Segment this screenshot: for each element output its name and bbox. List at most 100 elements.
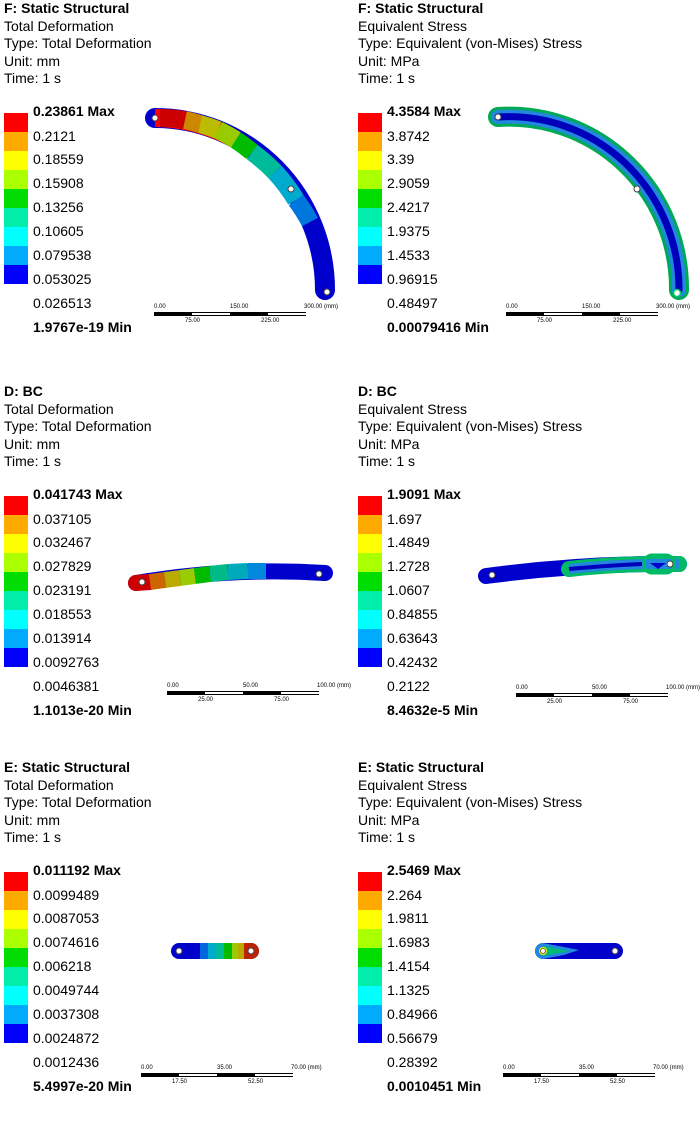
color-legend	[358, 496, 382, 667]
legend-swatch	[358, 170, 382, 189]
panel-unit: Unit: MPa	[358, 52, 420, 69]
legend-swatch	[4, 948, 28, 967]
legend-swatch	[4, 227, 28, 246]
legend-swatch	[358, 872, 382, 891]
legend-swatch	[4, 170, 28, 189]
scale-tick-label: 75.00	[623, 699, 639, 705]
legend-swatch	[358, 986, 382, 1005]
panel-unit: Unit: MPa	[358, 435, 420, 452]
panel-type: Type: Equivalent (von-Mises) Stress	[358, 418, 583, 434]
panel-title: D: BC	[4, 383, 43, 399]
legend-swatch	[4, 1024, 28, 1043]
scale-bar: 0.00 150.00 300.00 (mm) 75.00 225.00	[154, 304, 338, 338]
legend-value-label: 0.0037308	[33, 1006, 100, 1022]
legend-value-label: 0.0012436	[33, 1054, 100, 1070]
legend-swatch	[4, 986, 28, 1005]
scale-tick-label: 75.00	[274, 697, 290, 703]
legend-swatch	[358, 151, 382, 170]
scale-tick-label: 75.00	[185, 318, 201, 324]
scale-tick-label: 0.00	[167, 683, 179, 689]
legend-swatch	[358, 189, 382, 208]
legend-value-label: 2.264	[387, 887, 423, 903]
legend-value-label: 0.0092763	[33, 654, 100, 670]
scale-tick-label: 100.00 (mm)	[317, 683, 352, 689]
panel-subtitle: Equivalent Stress	[358, 776, 467, 793]
legend-swatch	[4, 189, 28, 208]
panel-unit: Unit: mm	[4, 52, 60, 69]
scale-segment	[141, 1073, 179, 1077]
legend-swatch	[4, 265, 28, 284]
legend-swatch	[4, 515, 28, 534]
scale-tick-label: 300.00 (mm)	[304, 304, 339, 310]
panel-d-total-deformation: D: BC Total Deformation Type: Total Defo…	[0, 383, 351, 745]
legend-value-label: 0.018553	[33, 606, 92, 622]
scale-tick-label: 150.00	[582, 304, 601, 310]
legend-value-label: 3.39	[387, 151, 415, 167]
legend-swatch	[358, 496, 382, 515]
color-legend	[358, 872, 382, 1043]
legend-value-label: 2.4217	[387, 199, 430, 215]
model-geometry	[535, 943, 623, 959]
short-link-stress	[535, 943, 623, 959]
panel-time: Time: 1 s	[4, 70, 62, 86]
legend-value-label: 0.027829	[33, 558, 92, 574]
panel-subtitle: Total Deformation	[4, 17, 114, 34]
panel-type: Type: Total Deformation	[4, 35, 152, 51]
panel-time: Time: 1 s	[358, 829, 416, 845]
legend-value-label: 0.15908	[33, 175, 84, 191]
scale-segment	[544, 312, 582, 316]
legend-swatch	[358, 572, 382, 591]
legend-value-label: 1.697	[387, 511, 423, 527]
scale-tick-label: 52.50	[610, 1079, 626, 1085]
panel-f-total-deformation: F: Static Structural Total Deformation T…	[0, 0, 345, 362]
panel-unit: Unit: mm	[4, 435, 60, 452]
legend-swatch	[358, 246, 382, 265]
legend-value-label: 0.0049744	[33, 982, 100, 998]
legend-min-label: 1.1013e-20 Min	[33, 702, 132, 718]
legend-value-label: 0.2121	[33, 128, 76, 144]
legend-swatch	[4, 648, 28, 667]
legend-min-label: 1.9767e-19 Min	[33, 319, 132, 335]
scale-segment	[506, 312, 544, 316]
legend-swatch	[4, 496, 28, 515]
legend-swatch	[4, 591, 28, 610]
scale-tick-label: 25.00	[547, 699, 563, 705]
panel-type: Type: Equivalent (von-Mises) Stress	[358, 794, 583, 810]
scale-segment	[617, 1073, 655, 1077]
legend-value-label: 0.84855	[387, 606, 438, 622]
legend-value-label: 0.0046381	[33, 678, 100, 694]
legend-value-label: 0.0074616	[33, 934, 100, 950]
legend-swatch	[4, 629, 28, 648]
legend-min-label: 0.00079416 Min	[387, 319, 489, 335]
legend-max-label: 1.9091 Max	[387, 486, 461, 502]
legend-max-label: 4.3584 Max	[387, 103, 461, 119]
legend-value-label: 1.1325	[387, 982, 430, 998]
scale-tick-label: 35.00	[579, 1065, 595, 1071]
legend-swatch	[358, 629, 382, 648]
legend-max-label: 0.23861 Max	[33, 103, 115, 119]
legend-value-label: 1.4533	[387, 247, 430, 263]
legend-swatch	[4, 872, 28, 891]
panel-time: Time: 1 s	[4, 829, 62, 845]
scale-tick-label: 70.00 (mm)	[291, 1065, 322, 1071]
panel-header: D: BC Equivalent Stress Type: Equivalent…	[358, 383, 582, 471]
legend-value-label: 0.0024872	[33, 1030, 100, 1046]
legend-value-label: 1.9375	[387, 223, 430, 239]
panel-title: F: Static Structural	[4, 0, 130, 16]
model-geometry	[488, 106, 690, 300]
scale-bar: 0.00 35.00 70.00 (mm) 17.50 52.50	[503, 1065, 684, 1099]
legend-value-label: 0.42432	[387, 654, 438, 670]
panel-time: Time: 1 s	[358, 453, 416, 469]
panel-header: F: Static Structural Equivalent Stress T…	[358, 0, 582, 88]
legend-swatch	[358, 648, 382, 667]
scale-bar: 0.00 35.00 70.00 (mm) 17.50 52.50	[141, 1065, 322, 1099]
scale-tick-label: 100.00 (mm)	[666, 685, 700, 691]
legend-swatch	[4, 610, 28, 629]
legend-value-label: 0.28392	[387, 1054, 438, 1070]
panel-header: F: Static Structural Total Deformation T…	[4, 0, 152, 88]
scale-segment	[579, 1073, 617, 1077]
legend-value-label: 0.96915	[387, 271, 438, 287]
panel-d-equivalent-stress: D: BC Equivalent Stress Type: Equivalent…	[354, 383, 700, 745]
legend-value-label: 0.0099489	[33, 887, 100, 903]
straight-link-stress	[478, 553, 687, 584]
